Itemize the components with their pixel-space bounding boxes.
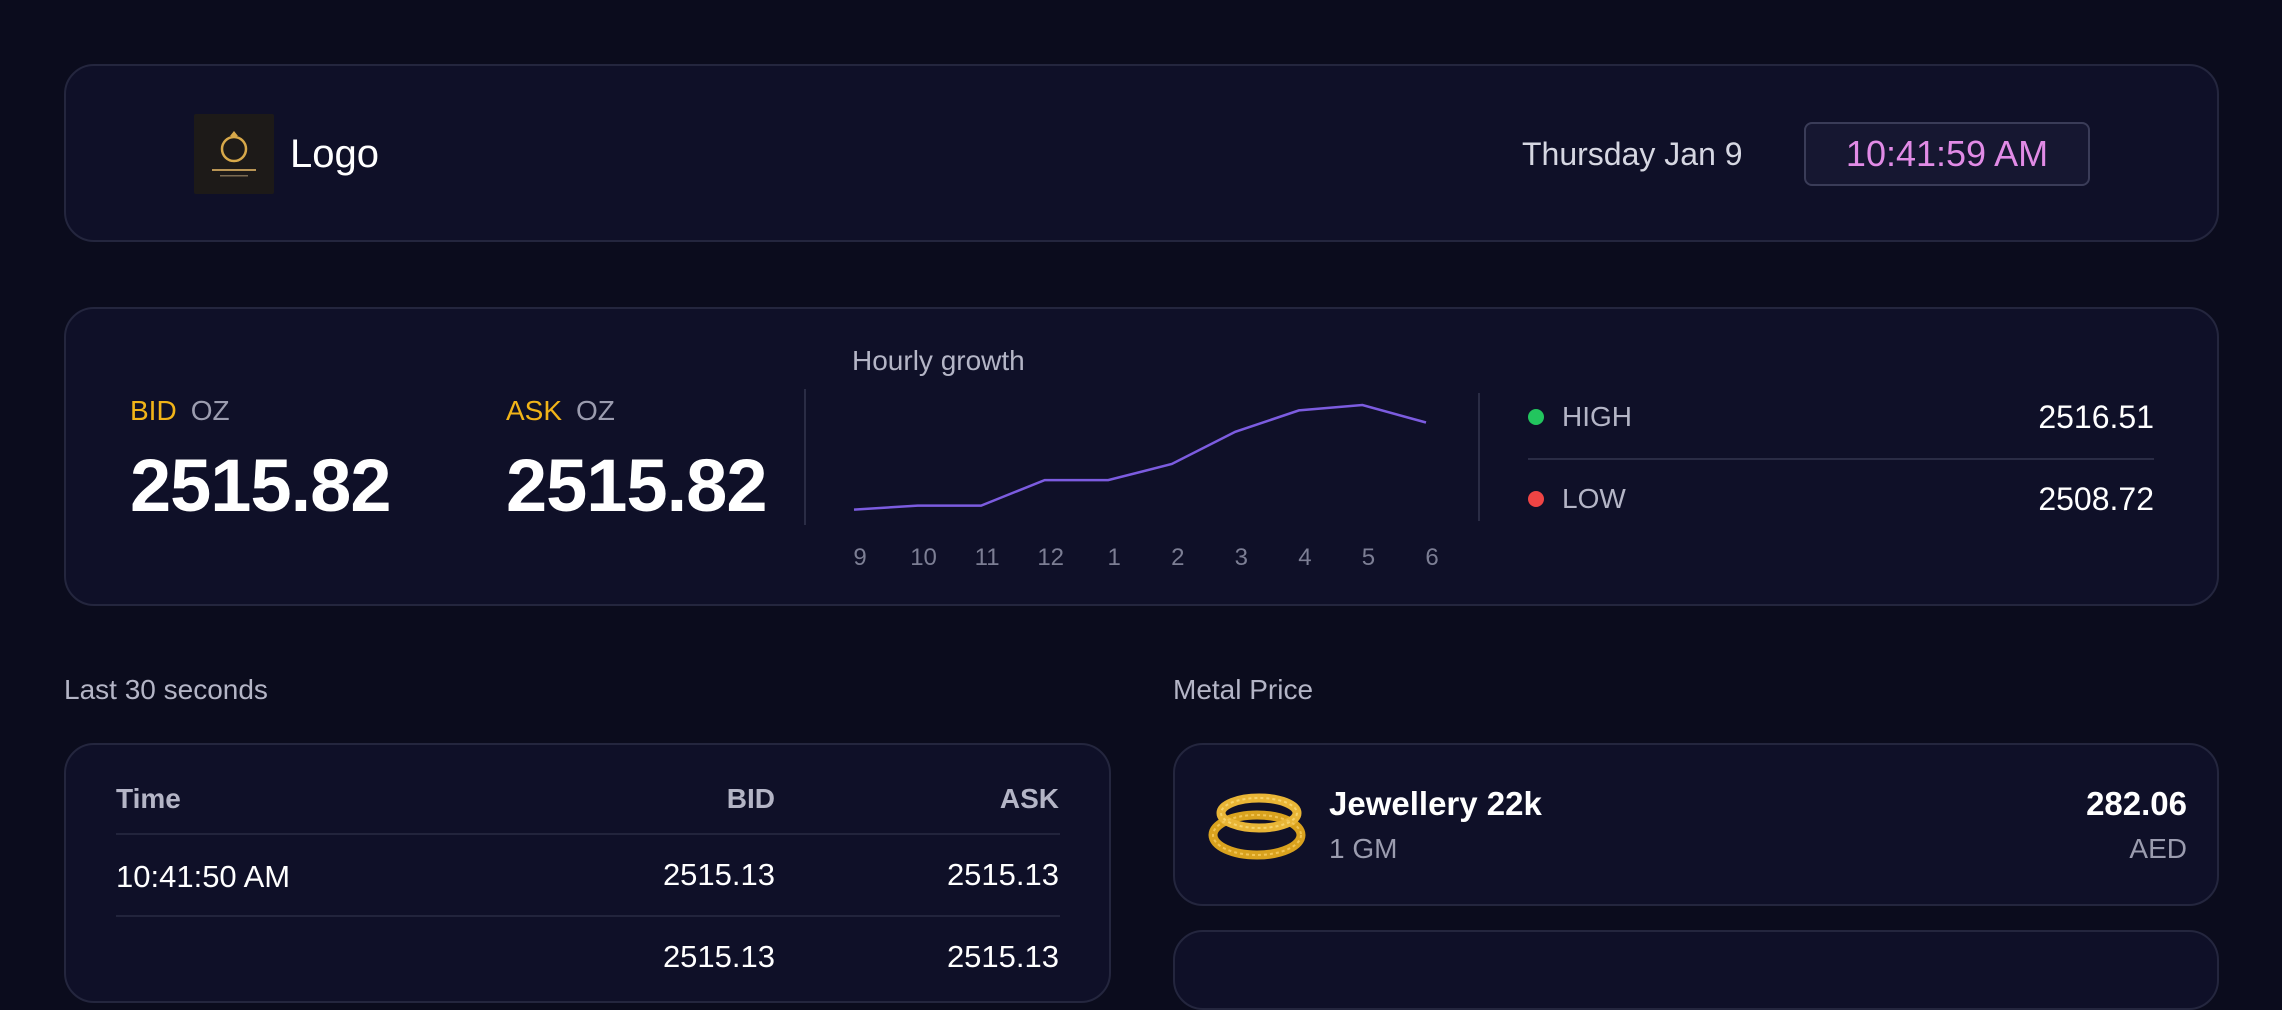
x-tick-label: 11 [975,544,1000,571]
bid-label: BID OZ [130,395,230,427]
row-bid: 2515.13 [663,857,775,893]
x-tick-label: 6 [1425,544,1438,571]
low-row: LOW 2508.72 [1528,479,2154,519]
row-time: 10:41:50 AM [116,859,290,895]
high-dot-icon [1528,409,1544,425]
metal-card: Jewellery 22k 1 GM 282.06 AED [1173,743,2219,906]
metal-currency: AED [2129,833,2187,865]
x-tick-label: 2 [1171,544,1184,571]
x-tick-label: 10 [910,544,937,571]
divider [116,915,1060,917]
x-tick-label: 5 [1362,544,1375,571]
history-table: Time BID ASK 10:41:50 AM 2515.13 2515.13… [64,743,1111,1003]
col-time-header: Time [116,783,181,815]
col-ask-header: ASK [1000,783,1059,815]
header-bar: Logo Thursday Jan 9 10:41:59 AM [64,64,2219,242]
low-dot-icon [1528,491,1544,507]
chart-title: Hourly growth [852,345,1025,377]
high-value: 2516.51 [2038,399,2154,436]
x-tick-label: 1 [1108,544,1121,571]
high-row: HIGH 2516.51 [1528,397,2154,437]
bid-unit: OZ [191,395,230,426]
divider [804,389,806,525]
x-tick-label: 3 [1235,544,1248,571]
metal-name: Jewellery 22k [1329,785,1542,823]
metal-card [1173,930,2219,1010]
logo-icon [194,114,274,194]
low-value: 2508.72 [2038,481,2154,518]
row-ask: 2515.13 [947,939,1059,975]
history-title: Last 30 seconds [64,674,268,706]
x-tick-label: 12 [1037,544,1064,571]
high-label: HIGH [1562,401,1632,433]
x-tick-label: 9 [853,544,866,571]
divider [116,833,1060,835]
divider [1528,458,2154,460]
series-line [854,405,1426,510]
current-time: 10:41:59 AM [1804,122,2090,186]
metal-price: 282.06 [2086,785,2187,823]
low-label: LOW [1562,483,1626,515]
ask-label: ASK OZ [506,395,615,427]
col-bid-header: BID [727,783,775,815]
bid-value: 2515.82 [130,443,391,528]
gold-bangle-icon [1207,783,1307,868]
price-panel: BID OZ 2515.82 ASK OZ 2515.82 Hourly growt… [64,307,2219,606]
row-bid: 2515.13 [663,939,775,975]
ask-unit: OZ [576,395,615,426]
row-ask: 2515.13 [947,857,1059,893]
ask-key: ASK [506,395,562,426]
x-tick-label: 4 [1298,544,1311,571]
bid-key: BID [130,395,177,426]
metal-title: Metal Price [1173,674,1313,706]
ask-value: 2515.82 [506,443,767,528]
logo-text: Logo [290,132,379,177]
divider [1478,393,1480,521]
metal-unit: 1 GM [1329,833,1397,865]
current-date: Thursday Jan 9 [1522,136,1743,173]
